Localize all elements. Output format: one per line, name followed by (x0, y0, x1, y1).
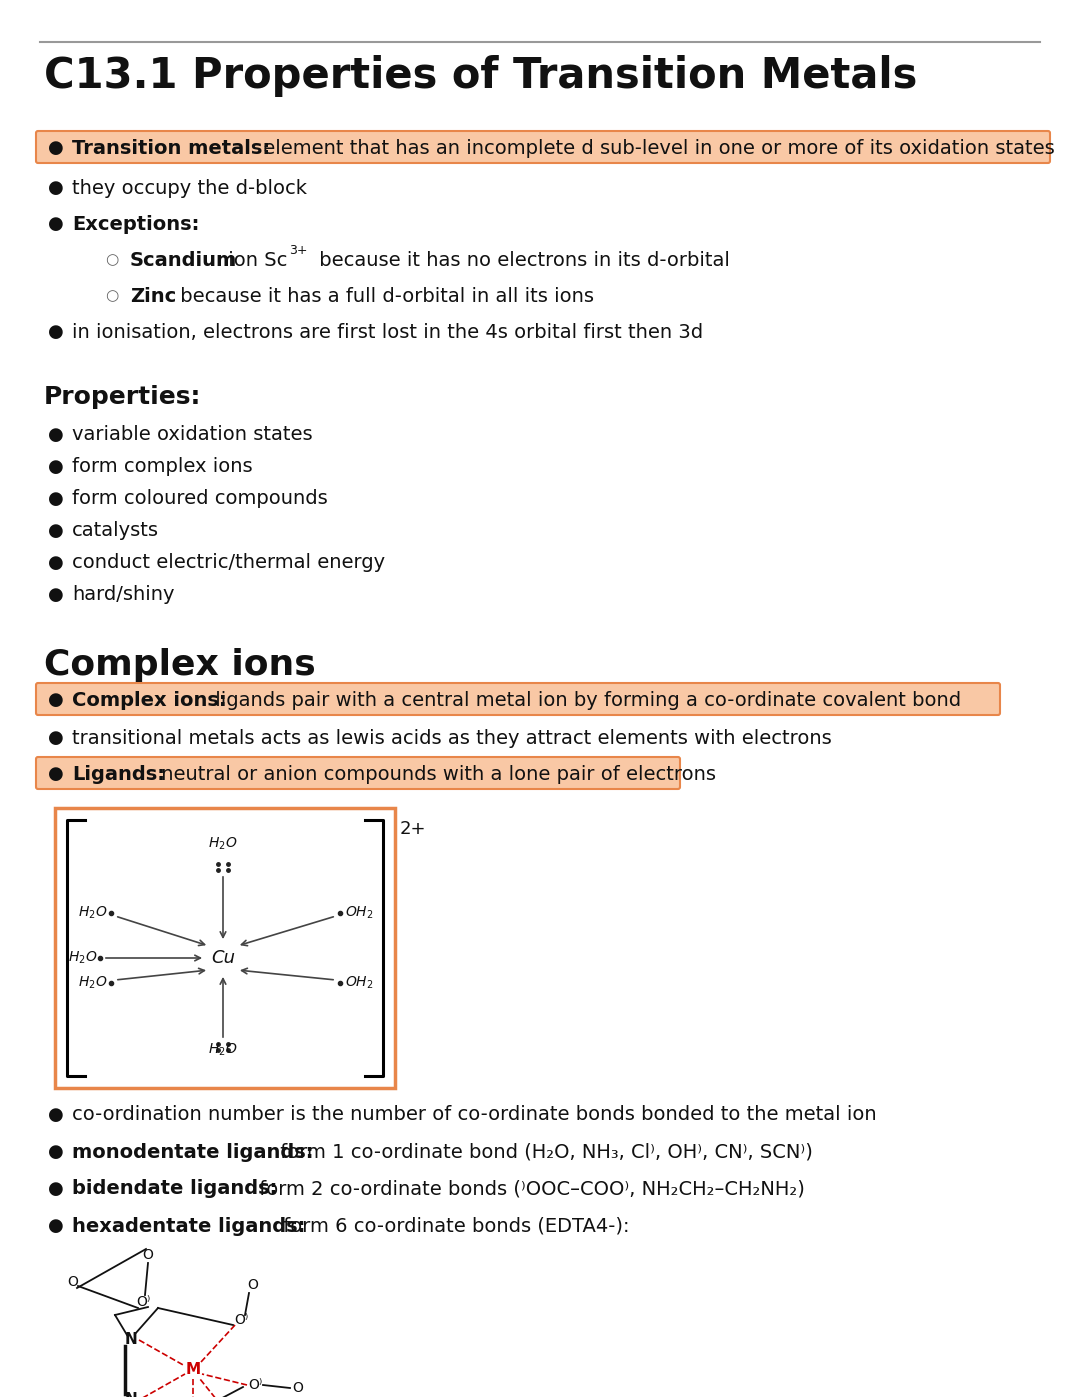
Text: ●: ● (48, 323, 64, 341)
Text: conduct electric/thermal energy: conduct electric/thermal energy (72, 553, 386, 573)
Text: C13.1 Properties of Transition Metals: C13.1 Properties of Transition Metals (44, 54, 917, 96)
Text: transitional metals acts as lewis acids as they attract elements with electrons: transitional metals acts as lewis acids … (72, 728, 832, 747)
Text: ●: ● (48, 458, 64, 476)
Text: ●: ● (48, 138, 64, 156)
Bar (55, 807, 395, 1088)
Text: ●: ● (48, 1217, 64, 1235)
FancyBboxPatch shape (36, 683, 1000, 715)
Text: Exceptions:: Exceptions: (72, 215, 200, 233)
Text: ●: ● (48, 490, 64, 509)
Text: form 2 co-ordinate bonds (⁾OOC–COO⁾, NH₂CH₂–CH₂NH₂): form 2 co-ordinate bonds (⁾OOC–COO⁾, NH₂… (253, 1179, 805, 1199)
Text: Complex ions:: Complex ions: (72, 690, 227, 710)
Text: 2+: 2+ (400, 820, 427, 838)
Text: Transition metals:: Transition metals: (72, 138, 270, 158)
Text: O: O (143, 1248, 153, 1261)
Text: because it has a full d-orbital in all its ions: because it has a full d-orbital in all i… (174, 286, 594, 306)
Text: $H_2O$: $H_2O$ (78, 905, 107, 921)
Text: $H_2O$: $H_2O$ (208, 835, 238, 852)
Text: $OH_2$: $OH_2$ (345, 975, 374, 992)
Text: ion Sc: ion Sc (222, 250, 287, 270)
FancyBboxPatch shape (36, 757, 680, 789)
Text: bidendate ligands:: bidendate ligands: (72, 1179, 278, 1199)
Text: neutral or anion compounds with a lone pair of electrons: neutral or anion compounds with a lone p… (156, 764, 716, 784)
Text: ○: ○ (105, 253, 118, 267)
Text: ●: ● (48, 179, 64, 197)
Text: ●: ● (48, 522, 64, 541)
Text: $H_2O$: $H_2O$ (208, 1042, 238, 1058)
Text: O: O (293, 1382, 303, 1396)
Text: monodentate ligands:: monodentate ligands: (72, 1143, 313, 1161)
Text: because it has no electrons in its d-orbital: because it has no electrons in its d-orb… (313, 250, 730, 270)
Text: ●: ● (48, 1143, 64, 1161)
FancyBboxPatch shape (36, 131, 1050, 163)
Text: ligands pair with a central metal ion by forming a co-ordinate covalent bond: ligands pair with a central metal ion by… (210, 690, 961, 710)
Text: hard/shiny: hard/shiny (72, 585, 175, 605)
Text: M: M (186, 1362, 201, 1377)
Text: O⁾: O⁾ (136, 1295, 150, 1309)
Text: form complex ions: form complex ions (72, 457, 253, 476)
Text: $OH_2$: $OH_2$ (345, 905, 374, 921)
Text: Zinc: Zinc (130, 286, 176, 306)
Text: ●: ● (48, 555, 64, 571)
Text: ●: ● (48, 692, 64, 710)
Text: form coloured compounds: form coloured compounds (72, 489, 327, 509)
Text: N: N (124, 1393, 137, 1397)
Text: variable oxidation states: variable oxidation states (72, 426, 312, 444)
Text: co-ordination number is the number of co-ordinate bonds bonded to the metal ion: co-ordination number is the number of co… (72, 1105, 877, 1125)
Text: ●: ● (48, 426, 64, 444)
Text: ●: ● (48, 766, 64, 782)
Text: Scandium: Scandium (130, 250, 238, 270)
Text: O⁾: O⁾ (233, 1313, 248, 1327)
Text: Ligands:: Ligands: (72, 764, 165, 784)
Text: ○: ○ (105, 289, 118, 303)
Text: element that has an incomplete d sub-level in one or more of its oxidation state: element that has an incomplete d sub-lev… (257, 138, 1055, 158)
Text: ●: ● (48, 1106, 64, 1125)
Text: they occupy the d-block: they occupy the d-block (72, 179, 307, 197)
Text: Cu: Cu (211, 949, 235, 967)
Text: N: N (124, 1333, 137, 1348)
Text: catalysts: catalysts (72, 521, 159, 541)
Text: hexadentate ligands:: hexadentate ligands: (72, 1217, 306, 1235)
Text: form 6 co-ordinate bonds (EDTA4-):: form 6 co-ordinate bonds (EDTA4-): (276, 1217, 630, 1235)
Text: 3+: 3+ (289, 244, 308, 257)
Text: ●: ● (48, 729, 64, 747)
Text: Complex ions: Complex ions (44, 648, 315, 682)
Text: ●: ● (48, 1180, 64, 1199)
Text: form 1 co-ordinate bond (H₂O, NH₃, Cl⁾, OH⁾, CN⁾, SCN⁾): form 1 co-ordinate bond (H₂O, NH₃, Cl⁾, … (274, 1143, 813, 1161)
Text: $H_2O$: $H_2O$ (78, 975, 107, 992)
Text: ●: ● (48, 585, 64, 604)
Text: in ionisation, electrons are first lost in the 4s orbital first then 3d: in ionisation, electrons are first lost … (72, 323, 703, 341)
Text: O: O (68, 1275, 79, 1289)
Text: $H_2O$: $H_2O$ (68, 950, 97, 967)
Text: O: O (247, 1278, 258, 1292)
Text: Properties:: Properties: (44, 386, 201, 409)
Text: O⁾: O⁾ (247, 1377, 262, 1391)
Text: ●: ● (48, 215, 64, 233)
